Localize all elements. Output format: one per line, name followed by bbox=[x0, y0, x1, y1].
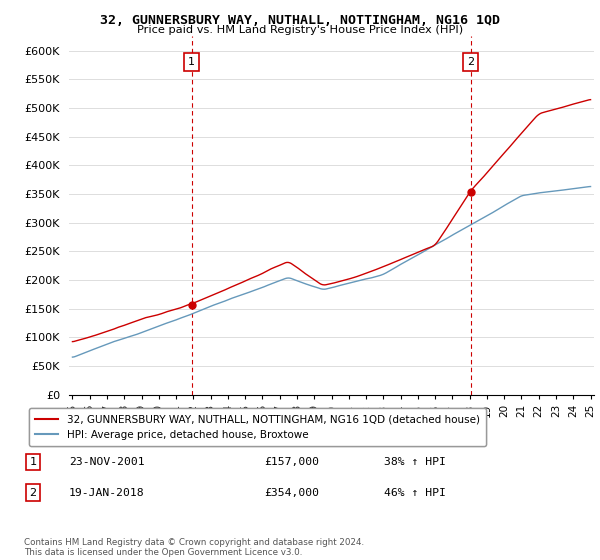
Text: 1: 1 bbox=[29, 457, 37, 467]
Point bbox=[466, 188, 475, 197]
Text: 32, GUNNERSBURY WAY, NUTHALL, NOTTINGHAM, NG16 1QD: 32, GUNNERSBURY WAY, NUTHALL, NOTTINGHAM… bbox=[100, 14, 500, 27]
Text: £354,000: £354,000 bbox=[264, 488, 319, 498]
Text: 1: 1 bbox=[188, 57, 195, 67]
Text: 2: 2 bbox=[467, 57, 474, 67]
Text: 19-JAN-2018: 19-JAN-2018 bbox=[69, 488, 145, 498]
Point bbox=[187, 300, 196, 309]
Text: 38% ↑ HPI: 38% ↑ HPI bbox=[384, 457, 446, 467]
Text: Price paid vs. HM Land Registry's House Price Index (HPI): Price paid vs. HM Land Registry's House … bbox=[137, 25, 463, 35]
Legend: 32, GUNNERSBURY WAY, NUTHALL, NOTTINGHAM, NG16 1QD (detached house), HPI: Averag: 32, GUNNERSBURY WAY, NUTHALL, NOTTINGHAM… bbox=[29, 408, 486, 446]
Text: £157,000: £157,000 bbox=[264, 457, 319, 467]
Text: 46% ↑ HPI: 46% ↑ HPI bbox=[384, 488, 446, 498]
Text: 23-NOV-2001: 23-NOV-2001 bbox=[69, 457, 145, 467]
Text: Contains HM Land Registry data © Crown copyright and database right 2024.
This d: Contains HM Land Registry data © Crown c… bbox=[24, 538, 364, 557]
Text: 2: 2 bbox=[29, 488, 37, 498]
